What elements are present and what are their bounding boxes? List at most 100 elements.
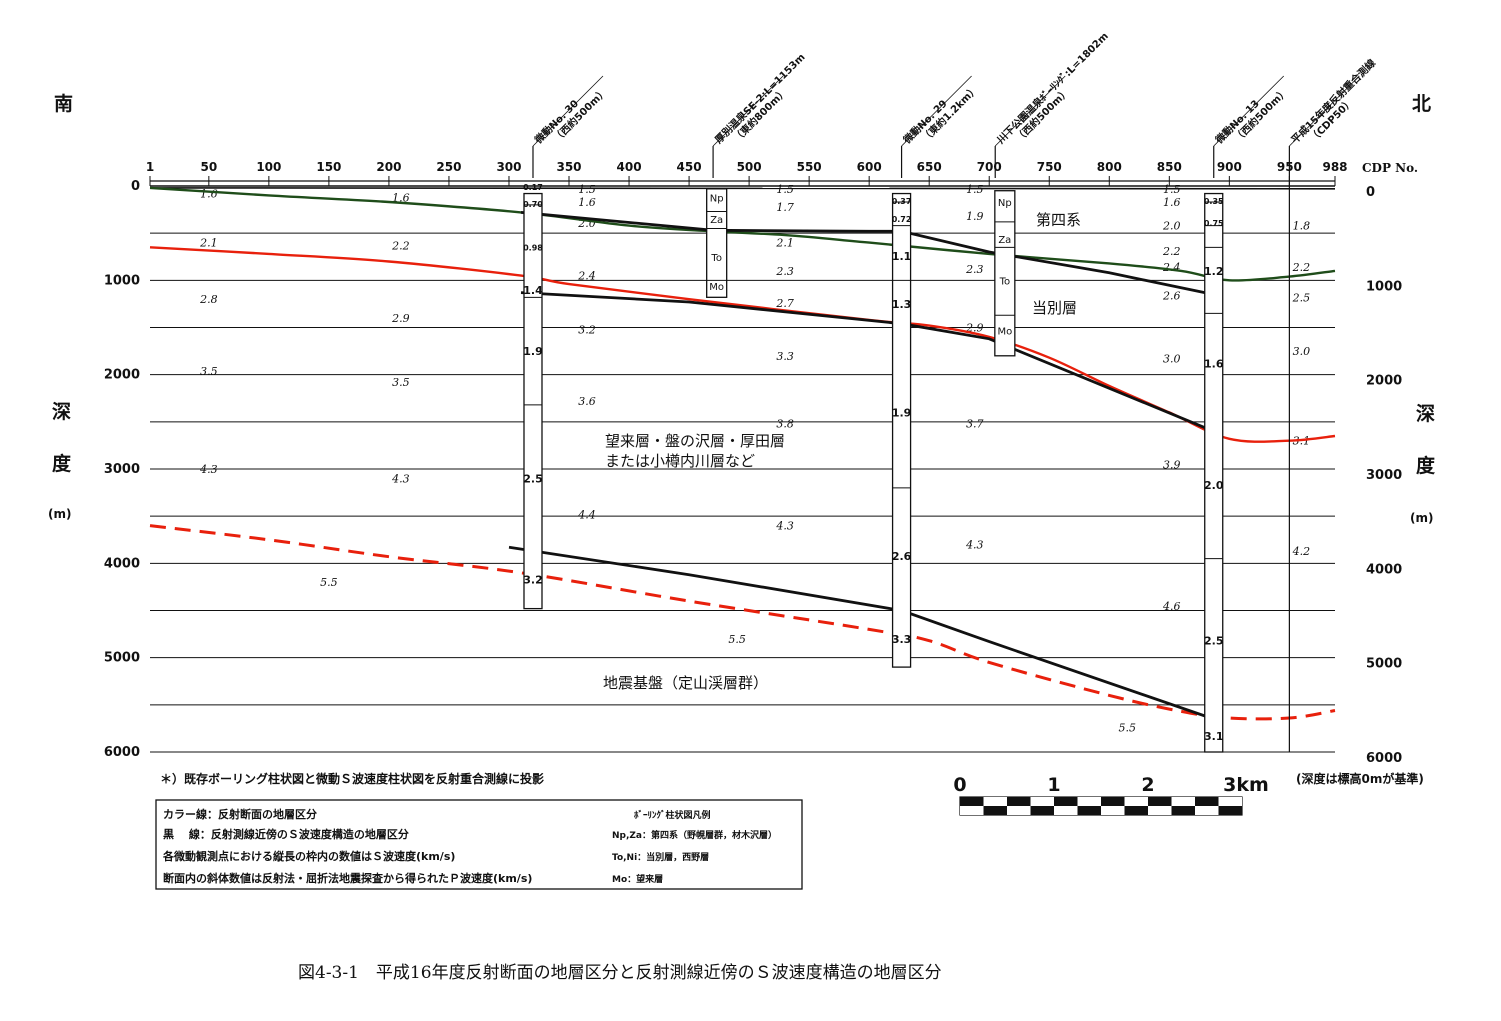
cdp-tick-label: 650 [917,160,942,174]
scale-bar-segment-top [983,806,1007,815]
p-velocity-value: 1.8 [1293,220,1311,233]
scale-bar-tick-label: 2 [1141,774,1154,796]
scale-bar-segment-top [1124,806,1148,815]
projection-label-line1: 平成15年度反射重合測線 [1288,56,1378,146]
p-velocity-value: 3.5 [200,365,218,378]
scale-bar-segment-bottom [1030,797,1054,806]
projection-slant-line [712,75,784,147]
p-velocity-value: 3.9 [1163,458,1181,471]
p-velocity-value: 2.3 [965,263,984,276]
depth-unit-right: (m) [1410,511,1433,525]
borehole-column [706,188,728,298]
cdp-tick-label: 600 [857,160,882,174]
legend-item-column-values: 各微動観測点における縦長の枠内の数値はＳ波速度(km/s) [162,849,455,863]
depth-unit-left: (m) [48,507,71,521]
s-velocity-value: 1.1 [892,250,912,263]
p-velocity-value: 2.8 [199,293,218,306]
cdp-tick-label: 450 [677,160,702,174]
cdp-tick-label: 1 [146,160,154,174]
projection-label: 厚別温泉SE-2:L=1153m（東約800m） [712,51,808,147]
p-velocity-value: 3.3 [776,350,794,363]
borehole-layer-label: To [710,253,722,264]
p-velocity-value: 2.1 [775,237,794,250]
black-middle-boundary [520,291,1215,433]
p-velocity-value: 4.2 [1292,545,1311,558]
scale-bar-segment-top [1148,797,1172,806]
quaternary-base-green-line [149,186,1336,282]
s-velocity-column [523,192,543,610]
depth-tick-right: 2000 [1366,374,1402,389]
depth-tick-left: 4000 [104,556,140,571]
scale-bar-segment-bottom [1007,806,1031,815]
tobetsu-base-red-line [149,246,1336,443]
s-velocity-value: 3.1 [1204,730,1224,743]
depth-label-right-2: 度 [1416,454,1436,477]
p-velocity-value: 2.1 [199,237,218,250]
projection-label-line1: 厚別温泉SE-2:L=1153m [712,51,808,147]
s-velocity-value: 2.5 [1204,635,1224,648]
scale-bar: 0 1 2 3km [953,774,1269,816]
p-velocity-value: 2.5 [1292,291,1311,304]
p-velocity-value: 2.7 [775,297,794,310]
north-label: 北 [1412,93,1431,115]
s-velocity-value: 1.9 [892,406,912,419]
legend-borehole-np-za: Np,Za：第四系（野幌層群，材木沢層） [612,829,777,841]
p-velocity-value: 2.2 [391,239,410,252]
south-label: 南 [54,93,73,115]
projection-label-line1: 川下公園温泉ﾎﾞｰﾘﾝｸﾞ:L=1802m [993,29,1110,146]
depth-tick-right: 6000 [1366,751,1402,766]
cdp-tick-label: 550 [797,160,822,174]
projection-slant-line [901,75,972,147]
scale-bar-tick-label: 3km [1223,774,1269,796]
legend-item-color-line: カラー線：反射断面の地層区分 [163,807,317,821]
p-velocity-value: 3.6 [578,395,596,408]
p-velocity-value: 2.0 [1162,220,1181,233]
borehole-layer-label: Za [998,235,1011,246]
depth-tick-right: 5000 [1366,657,1402,672]
s-velocity-value: 1.2 [1204,265,1224,278]
p-velocity-value: 2.2 [1292,261,1311,274]
p-velocity-value: 4.6 [1162,600,1181,613]
p-velocity-value: 4.3 [391,472,410,485]
projection-labels: 微動No. 30（西約500m） 厚別温泉SE-2:L=1153m（東約800m）… [531,29,1378,752]
scale-bar-segment-top [1101,797,1125,806]
scale-bar-segment-top [960,797,984,806]
region-middle-line2: または小樽内川層など [605,452,755,470]
s-velocity-value: 3.3 [892,633,912,646]
depth-label-left-2: 度 [52,452,72,475]
p-velocity-value: 4.3 [775,520,794,533]
scale-bar-segment-bottom [1148,806,1172,815]
projection-slant-line [532,75,604,147]
scale-bar-tick-label: 1 [1047,774,1060,796]
depth-label-left-1: 深 [52,400,71,423]
s-velocity-value: 1.6 [1204,357,1224,370]
scale-bar-segment-top [1171,806,1195,815]
cdp-tick-label: 400 [617,160,642,174]
borehole-column [994,190,1016,357]
cdp-tick-label: 150 [316,160,341,174]
ground-surface-line [149,187,1336,190]
p-velocity-value: 3.0 [1293,345,1311,358]
p-velocity-value: 1.5 [966,183,984,196]
legend-item-italic-values: 断面内の斜体数値は反射法・屈折法地震探査から得られたＰ波速度(km/s) [163,871,532,885]
depth-gridlines [150,185,1335,753]
cdp-tick-label: 988 [1322,160,1347,174]
scale-bar-segment-top [1077,806,1101,815]
s-velocity-value: 0.70 [523,200,543,209]
s-velocity-value: 2.5 [523,472,543,485]
scale-bar-segment-top [1195,797,1219,806]
cdp-tick-label: 900 [1217,160,1242,174]
s-velocity-value: 1.3 [892,298,912,311]
scale-bar-segment-top [1030,806,1054,815]
p-velocity-value: 3.5 [392,376,410,389]
s-velocity-value: 0.37 [892,197,912,206]
depth-tick-left: 6000 [104,745,140,760]
cdp-tick-label: 300 [496,160,521,174]
borehole-layer-label: Za [710,215,723,226]
p-velocity-values: 1.6 1.62.1 2.22.82.93.53.54.34.35.51.51.62… [199,183,1310,735]
cdp-tick-label: 750 [1037,160,1062,174]
scale-bar-segment-top [1007,797,1031,806]
depth-tick-right: 4000 [1366,562,1402,577]
projection-slant-line [1289,75,1360,147]
projection-slant-line [994,75,1066,147]
